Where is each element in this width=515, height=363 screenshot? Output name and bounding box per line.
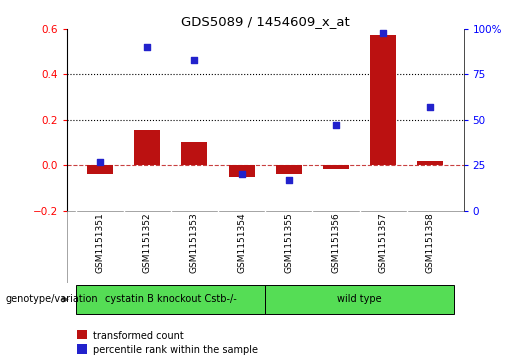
Text: GSM1151354: GSM1151354: [237, 213, 246, 273]
Bar: [87, 165, 113, 174]
Text: percentile rank within the sample: percentile rank within the sample: [93, 345, 258, 355]
Bar: [265, 285, 454, 314]
Text: GSM1151353: GSM1151353: [190, 213, 199, 273]
Bar: [323, 165, 349, 169]
Bar: [276, 165, 302, 174]
Bar: [181, 142, 208, 165]
Point: [285, 177, 293, 183]
Text: GSM1151352: GSM1151352: [143, 213, 152, 273]
Text: genotype/variation: genotype/variation: [5, 294, 98, 305]
Bar: [77, 330, 87, 339]
Point: [237, 171, 246, 177]
Bar: [134, 130, 160, 165]
Point: [426, 104, 435, 110]
Text: GSM1151351: GSM1151351: [95, 213, 105, 273]
Bar: [76, 285, 265, 314]
Text: cystatin B knockout Cstb-/-: cystatin B knockout Cstb-/-: [105, 294, 237, 305]
Text: GSM1151355: GSM1151355: [284, 213, 294, 273]
Text: GSM1151357: GSM1151357: [379, 213, 388, 273]
Bar: [370, 35, 396, 165]
Title: GDS5089 / 1454609_x_at: GDS5089 / 1454609_x_at: [181, 15, 350, 28]
Point: [332, 122, 340, 128]
Text: GSM1151356: GSM1151356: [332, 213, 340, 273]
Point: [379, 30, 387, 36]
Bar: [229, 165, 254, 177]
Text: wild type: wild type: [337, 294, 382, 305]
Bar: [418, 161, 443, 165]
Point: [96, 159, 104, 164]
Point: [190, 57, 198, 63]
Point: [143, 44, 151, 50]
Text: GSM1151358: GSM1151358: [426, 213, 435, 273]
Text: transformed count: transformed count: [93, 331, 183, 341]
Bar: [77, 344, 87, 354]
